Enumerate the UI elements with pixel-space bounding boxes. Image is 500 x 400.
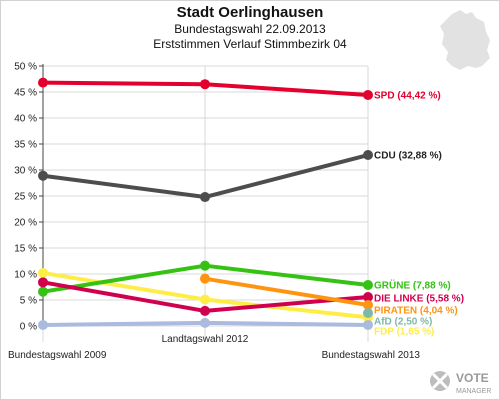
data-point	[200, 317, 210, 328]
y-tick-label: 35 %	[14, 140, 37, 151]
germany-map-icon	[440, 10, 490, 70]
series-line	[203, 276, 370, 307]
logo-text: VOTE	[456, 371, 489, 385]
vote-manager-logo: VOTE MANAGER	[430, 371, 491, 395]
data-point	[200, 79, 210, 90]
data-point	[38, 267, 48, 278]
data-point	[200, 273, 210, 284]
data-point	[363, 90, 373, 101]
series-end-label: CDU (32,88 %)	[374, 151, 442, 162]
series-end-label: GRÜNE (7,88 %)	[374, 279, 451, 292]
data-point	[38, 286, 48, 297]
y-tick-label: 45 %	[14, 88, 37, 99]
logo-subtext: MANAGER	[456, 388, 491, 395]
series-end-label: SPD (44,42 %)	[374, 91, 441, 102]
chart-subtitle-district: Erststimmen Verlauf Stimmbezirk 04	[153, 37, 347, 51]
y-tick-label: 25 %	[14, 192, 37, 203]
y-tick-label: 20 %	[14, 218, 37, 229]
checkmark-icon	[430, 371, 450, 391]
y-tick-label: 0 %	[20, 322, 37, 333]
data-point	[200, 305, 210, 316]
series-labels: SPD (44,42 %) CDU (32,88 %) FDP (1,65 %) GR…	[374, 91, 464, 338]
chart-subtitle-election: Bundestagswahl 22.09.2013	[174, 22, 326, 36]
data-point	[363, 319, 373, 330]
data-point	[38, 319, 48, 330]
chart-header: Stadt Oerlinghausen Bundestagswahl 22.09…	[0, 4, 500, 52]
series-end-label: PIRATEN (4,04 %)	[374, 306, 458, 317]
data-point	[200, 294, 210, 305]
data-point	[363, 280, 373, 291]
data-point	[38, 277, 48, 288]
y-tick-label: 15 %	[14, 244, 37, 255]
series-end-label: AfD (2,50 %)	[374, 317, 432, 328]
series-end-label: DIE LINKE (5,58 %)	[374, 294, 464, 305]
data-point	[38, 170, 48, 181]
x-tick-label: Bundestagswahl 2013	[322, 350, 421, 361]
y-tick-label: 40 %	[14, 114, 37, 125]
data-point	[200, 260, 210, 271]
x-tick-label: Bundestagswahl 2009	[8, 350, 107, 361]
y-tick-label: 50 %	[14, 62, 37, 73]
x-tick-label: Landtagswahl 2012	[162, 334, 249, 345]
data-point	[363, 308, 373, 318]
series-end-label: FDP (1,65 %)	[374, 327, 434, 338]
y-tick-label: 10 %	[14, 270, 37, 281]
data-point	[363, 150, 373, 161]
series-layer	[38, 77, 373, 330]
data-point	[363, 299, 373, 310]
y-tick-label: 30 %	[14, 166, 37, 177]
y-tick-label: 5 %	[20, 296, 37, 307]
chart-title: Stadt Oerlinghausen	[176, 4, 324, 21]
data-point	[38, 77, 48, 88]
data-point	[200, 192, 210, 203]
data-point	[363, 291, 373, 302]
